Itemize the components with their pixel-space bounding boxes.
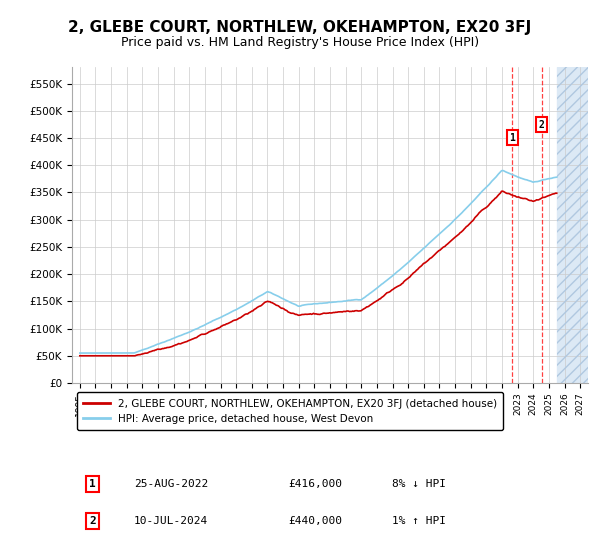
Bar: [557, 67, 588, 383]
Text: £416,000: £416,000: [289, 479, 343, 489]
Legend: 2, GLEBE COURT, NORTHLEW, OKEHAMPTON, EX20 3FJ (detached house), HPI: Average pr: 2, GLEBE COURT, NORTHLEW, OKEHAMPTON, EX…: [77, 392, 503, 430]
Text: 2, GLEBE COURT, NORTHLEW, OKEHAMPTON, EX20 3FJ: 2, GLEBE COURT, NORTHLEW, OKEHAMPTON, EX…: [68, 20, 532, 35]
Text: Price paid vs. HM Land Registry's House Price Index (HPI): Price paid vs. HM Land Registry's House …: [121, 36, 479, 49]
Text: 1: 1: [509, 133, 515, 143]
Text: 10-JUL-2024: 10-JUL-2024: [134, 516, 208, 526]
Text: 2: 2: [89, 516, 96, 526]
Bar: [557, 67, 588, 383]
Text: 1% ↑ HPI: 1% ↑ HPI: [392, 516, 446, 526]
Text: 8% ↓ HPI: 8% ↓ HPI: [392, 479, 446, 489]
Text: 2: 2: [539, 120, 544, 130]
Text: 1: 1: [89, 479, 96, 489]
Text: 25-AUG-2022: 25-AUG-2022: [134, 479, 208, 489]
Text: £440,000: £440,000: [289, 516, 343, 526]
